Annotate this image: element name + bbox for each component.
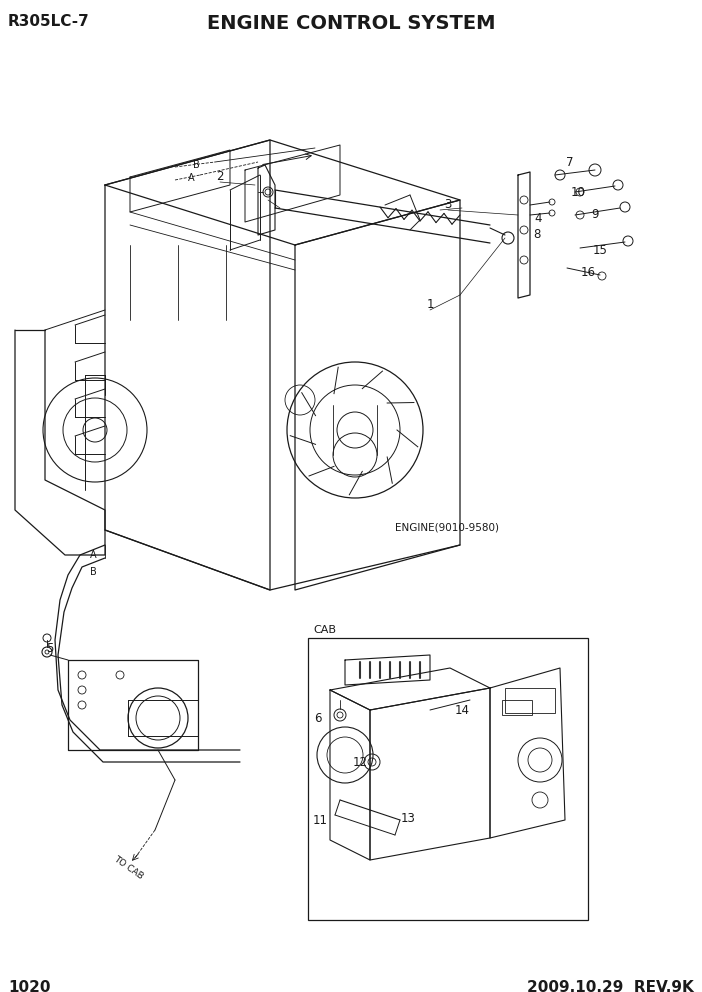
- Text: TO CAB: TO CAB: [112, 855, 145, 881]
- Text: 16: 16: [581, 266, 595, 279]
- Text: 2009.10.29  REV.9K: 2009.10.29 REV.9K: [527, 980, 694, 992]
- Text: 7: 7: [567, 156, 574, 169]
- Bar: [308, 638, 588, 920]
- Text: 5: 5: [46, 642, 53, 655]
- Text: B: B: [193, 160, 200, 170]
- Text: 1020: 1020: [8, 980, 51, 992]
- Text: 3: 3: [444, 198, 451, 211]
- Text: 2: 2: [216, 171, 224, 184]
- Text: R305LC-7: R305LC-7: [8, 14, 90, 29]
- Text: 11: 11: [312, 813, 328, 826]
- Bar: [505, 688, 555, 713]
- Text: ENGINE(9010-9580): ENGINE(9010-9580): [395, 523, 499, 533]
- Text: 12: 12: [352, 756, 368, 769]
- Text: 13: 13: [401, 811, 416, 824]
- Text: B: B: [90, 567, 97, 577]
- Text: 4: 4: [534, 211, 542, 224]
- Text: ENGINE CONTROL SYSTEM: ENGINE CONTROL SYSTEM: [207, 14, 495, 33]
- Text: 9: 9: [591, 208, 599, 221]
- Text: 14: 14: [454, 703, 470, 716]
- Text: 8: 8: [534, 228, 541, 241]
- Text: 6: 6: [314, 711, 322, 724]
- Text: 15: 15: [592, 243, 607, 257]
- Text: A: A: [188, 173, 195, 183]
- Text: 1: 1: [426, 299, 434, 311]
- Bar: [502, 700, 532, 715]
- Text: CAB: CAB: [313, 625, 336, 635]
- Text: A: A: [90, 550, 97, 560]
- Text: 10: 10: [571, 186, 585, 198]
